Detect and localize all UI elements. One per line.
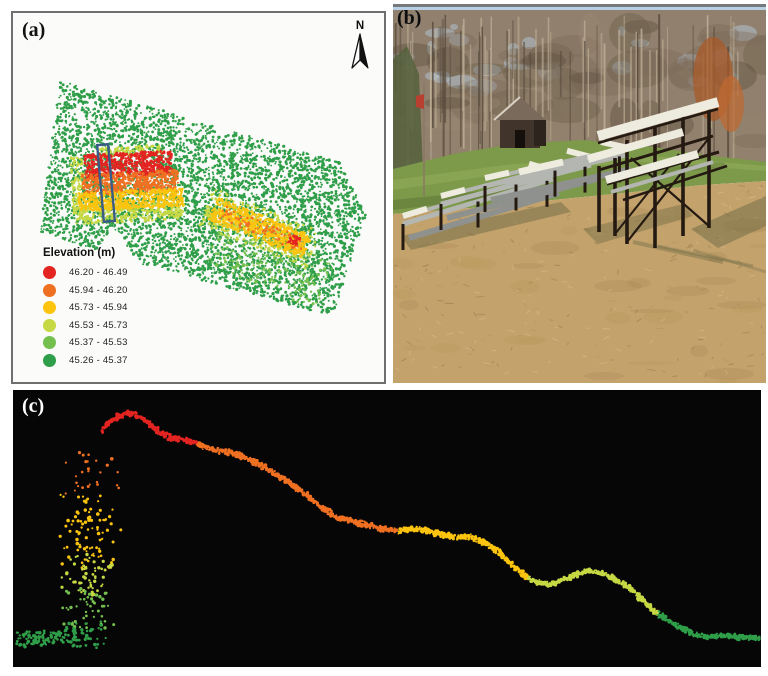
elevation-legend: Elevation (m) 46.20 - 46.49 45.94 - 46.20…	[43, 247, 128, 369]
transect-outline	[95, 142, 117, 224]
photo-tall-stand	[518, 97, 728, 248]
panel-c-label: (c)	[22, 395, 45, 417]
panel-c-transect-profile: (c)	[13, 390, 761, 667]
panel-a-label: (a)	[22, 19, 46, 41]
legend-range-label: 45.73 - 45.94	[69, 302, 128, 314]
photo-shed	[493, 96, 546, 148]
legend-rows: 46.20 - 46.49 45.94 - 46.20 45.73 - 45.94 4…	[43, 264, 128, 369]
legend-swatch-icon	[43, 336, 56, 350]
north-arrow-left-half	[351, 33, 361, 69]
red-flag	[416, 94, 424, 109]
legend-range-label: 46.20 - 46.49	[69, 267, 128, 279]
legend-range-label: 45.37 - 45.53	[69, 337, 128, 349]
panel-b-label: (b)	[397, 7, 422, 29]
legend-item: 45.37 - 45.53	[43, 334, 128, 352]
panel-b-photo: (b)	[393, 4, 766, 383]
legend-swatch-icon	[43, 301, 56, 315]
legend-item: 45.26 - 45.37	[43, 352, 128, 370]
legend-item: 45.73 - 45.94	[43, 299, 128, 317]
legend-item: 45.94 - 46.20	[43, 282, 128, 300]
north-label: N	[356, 20, 364, 32]
legend-swatch-icon	[43, 318, 56, 332]
legend-item: 45.53 - 45.73	[43, 317, 128, 335]
legend-swatch-icon	[43, 353, 56, 367]
legend-range-label: 45.26 - 45.37	[69, 354, 128, 366]
north-arrow-right-half	[359, 33, 369, 69]
transect-profile-plot	[15, 409, 761, 649]
photo-flagpole	[416, 82, 425, 196]
legend-title: Elevation (m)	[43, 247, 116, 259]
legend-item: 46.20 - 46.49	[43, 264, 128, 282]
legend-range-label: 45.53 - 45.73	[69, 319, 128, 331]
legend-swatch-icon	[43, 266, 56, 280]
legend-swatch-icon	[43, 283, 56, 297]
panel-a-elevation-map: (a) N Elevation (m) 46.20 - 46.49 45.94 -…	[11, 11, 386, 384]
bleachers-photograph	[393, 4, 766, 383]
north-arrow-icon: N	[351, 20, 369, 69]
photo-shadows	[401, 196, 766, 274]
legend-range-label: 45.94 - 46.20	[69, 284, 128, 296]
point-cloud-map	[40, 81, 367, 314]
